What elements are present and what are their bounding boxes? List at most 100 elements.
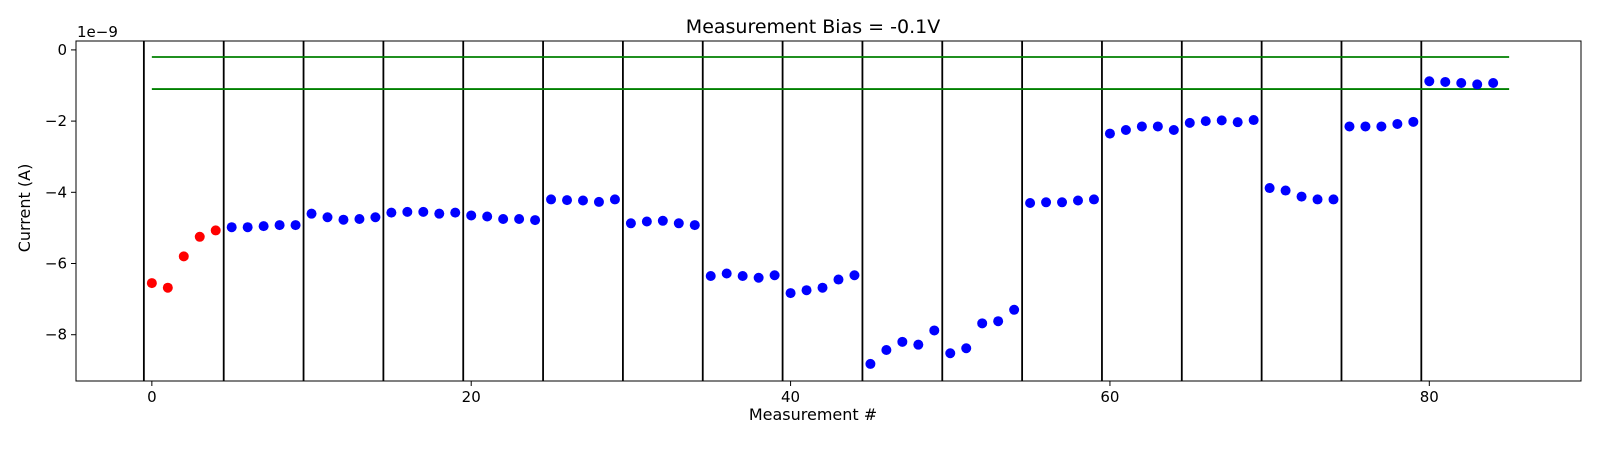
data-point (913, 339, 924, 350)
data-point (1440, 76, 1451, 87)
data-point (641, 216, 652, 227)
data-point (705, 270, 716, 281)
data-point (1424, 76, 1435, 87)
data-point (673, 218, 684, 229)
data-point (801, 285, 812, 296)
chart-title: Measurement Bias = -0.1V (686, 16, 940, 38)
data-point (577, 195, 588, 206)
data-point (1152, 121, 1163, 132)
data-point (306, 208, 317, 219)
data-point (386, 207, 397, 218)
data-point (418, 206, 429, 217)
data-point (657, 215, 668, 226)
data-point (1041, 197, 1052, 208)
data-point (1009, 304, 1020, 315)
data-point (562, 195, 573, 206)
plot-frame (75, 40, 1582, 382)
y-offset-label: 1e−9 (77, 23, 118, 41)
data-point (1073, 195, 1084, 206)
data-point (993, 316, 1004, 327)
data-point (897, 336, 908, 347)
data-point (1472, 79, 1483, 90)
data-point (450, 207, 461, 218)
data-point (1120, 125, 1131, 136)
data-point (961, 343, 972, 354)
data-point (146, 278, 157, 289)
data-point (338, 214, 349, 225)
data-point (1136, 121, 1147, 132)
y-tick-label: 0 (57, 41, 67, 59)
data-point (689, 220, 700, 231)
data-point (1376, 121, 1387, 132)
data-point (817, 282, 828, 293)
x-tick-label: 80 (1420, 388, 1439, 406)
data-point (1088, 194, 1099, 205)
data-point (434, 208, 445, 219)
data-point (1168, 125, 1179, 136)
data-point (466, 210, 477, 221)
data-point (530, 215, 541, 226)
y-tick-label: −8 (45, 326, 67, 344)
y-tick-label: −6 (45, 255, 67, 273)
data-point (482, 211, 493, 222)
data-point (1184, 117, 1195, 128)
data-point (625, 218, 636, 229)
data-point (178, 251, 189, 262)
data-point (721, 268, 732, 279)
data-point (194, 231, 205, 242)
y-tick-label: −4 (45, 183, 67, 201)
data-point (290, 220, 301, 231)
data-point (370, 212, 381, 223)
data-point (274, 220, 285, 231)
data-point (1344, 121, 1355, 132)
x-tick-label: 60 (1100, 388, 1119, 406)
data-point (226, 222, 237, 233)
data-point (1025, 197, 1036, 208)
data-point (1264, 183, 1275, 194)
plot-lines (142, 41, 1510, 381)
data-point (1360, 121, 1371, 132)
data-point (1248, 115, 1259, 126)
x-tick-label: 20 (462, 388, 481, 406)
data-points (146, 76, 1499, 369)
data-point (1328, 194, 1339, 205)
data-point (881, 345, 892, 356)
x-axis: 0 20 40 60 80 (147, 381, 1439, 406)
data-point (1408, 116, 1419, 127)
data-point (593, 196, 604, 207)
data-point (354, 214, 365, 225)
data-point (977, 318, 988, 329)
data-point (514, 214, 525, 225)
data-point (1488, 78, 1499, 89)
data-point (1392, 118, 1403, 129)
data-point (929, 325, 940, 336)
data-point (785, 288, 796, 299)
x-tick-label: 40 (781, 388, 800, 406)
data-point (210, 225, 221, 236)
data-point (1232, 117, 1243, 128)
data-point (753, 272, 764, 283)
data-point (1216, 115, 1227, 126)
data-point (1057, 197, 1068, 208)
y-tick-label: −2 (45, 112, 67, 130)
x-axis-label: Measurement # (749, 405, 877, 424)
x-tick-label: 0 (147, 388, 157, 406)
data-point (1296, 191, 1307, 202)
data-point (945, 348, 956, 359)
data-point (1456, 78, 1467, 89)
data-point (402, 206, 413, 217)
data-point (1280, 185, 1291, 196)
data-point (769, 270, 780, 281)
data-point (258, 221, 269, 232)
y-axis: 0 −2 −4 −6 −8 (45, 41, 76, 344)
data-point (609, 194, 620, 205)
data-point (498, 214, 509, 225)
data-point (1200, 116, 1211, 127)
data-point (322, 212, 333, 223)
data-point (737, 270, 748, 281)
data-point (1312, 194, 1323, 205)
data-point (833, 274, 844, 285)
data-point (849, 270, 860, 281)
y-axis-label: Current (A) (15, 164, 34, 253)
